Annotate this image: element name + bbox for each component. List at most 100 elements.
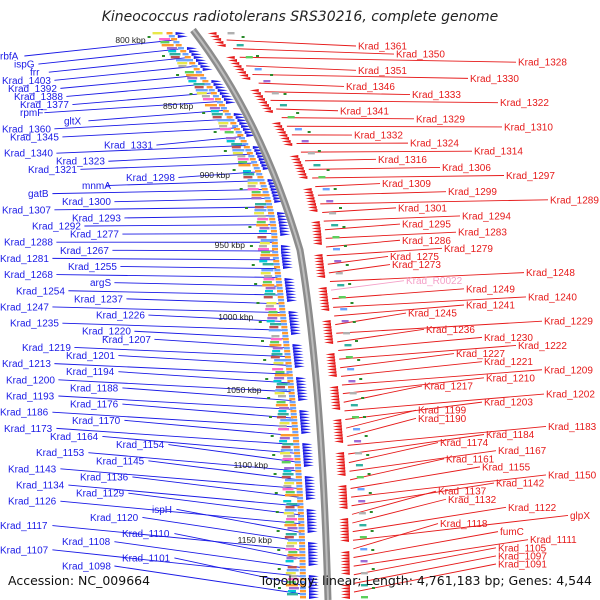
cog-feature — [263, 80, 271, 83]
reverse-gene — [261, 107, 271, 110]
reverse-gene — [325, 353, 335, 356]
cog-feature — [245, 149, 252, 152]
cog-feature — [284, 524, 297, 527]
cog-feature — [254, 212, 265, 215]
cog-feature — [279, 311, 286, 314]
left-connector — [52, 411, 294, 428]
forward-gene — [191, 53, 202, 56]
cog-feature — [274, 359, 287, 362]
left-connector — [54, 206, 270, 211]
reverse-gene — [313, 254, 323, 257]
cog-feature — [255, 170, 262, 173]
reverse-gene — [297, 173, 307, 176]
scale-tick — [254, 283, 258, 285]
cog-feature — [219, 128, 231, 131]
right-connector — [317, 191, 447, 196]
cog-feature — [282, 332, 289, 335]
forward-gene — [177, 35, 188, 38]
cog-feature — [257, 236, 267, 239]
forward-gene — [305, 482, 316, 485]
right-label-connectors — [226, 39, 569, 593]
right-gene-label: Krad_1132 — [448, 495, 497, 506]
cog-feature — [166, 32, 173, 35]
cog-feature — [287, 527, 298, 530]
right-connector — [336, 320, 543, 334]
cog-feature — [297, 497, 304, 500]
cog-feature — [258, 245, 267, 248]
reverse-gene — [332, 425, 342, 428]
left-gene-label: Krad_1176 — [70, 400, 119, 411]
cog-feature — [184, 71, 194, 74]
left-connector — [58, 379, 291, 393]
reverse-gene — [320, 308, 330, 311]
cog-feature — [232, 149, 245, 152]
scale-tick — [213, 131, 217, 133]
reverse-gene — [327, 371, 337, 374]
cog-feature — [292, 431, 299, 434]
left-connector — [134, 330, 285, 340]
cog-feature — [168, 50, 177, 53]
left-gene-label: Krad_1323 — [56, 157, 105, 168]
right-gene-label: Krad_1122 — [508, 503, 557, 514]
cog-feature — [242, 143, 249, 146]
cog-feature — [283, 500, 292, 503]
right-connector — [339, 345, 517, 360]
reverse-gene — [332, 422, 342, 425]
scale-label: 1050 kbp — [226, 385, 261, 395]
forward-gene — [280, 245, 291, 248]
forward-gene — [211, 80, 222, 83]
left-gene-label: Krad_1403 — [2, 76, 51, 87]
cog-feature — [353, 428, 361, 431]
right-connector — [353, 563, 497, 593]
cog-feature — [258, 179, 265, 182]
scale-tick — [239, 188, 243, 190]
cog-feature — [280, 419, 293, 422]
cog-feature — [260, 185, 267, 188]
scale-tick — [263, 359, 267, 361]
cog-feature — [292, 437, 299, 440]
cog-feature — [283, 347, 290, 350]
cog-feature — [299, 563, 306, 566]
reverse-gene — [311, 224, 321, 227]
cog-feature — [219, 125, 228, 128]
cog-feature — [285, 491, 295, 494]
cog-feature — [264, 293, 276, 296]
forward-gene — [301, 428, 312, 431]
forward-gene — [306, 497, 317, 500]
forward-gene — [302, 446, 313, 449]
left-gene-label: Krad_1145 — [96, 456, 145, 467]
right-gene-label: Krad_1314 — [474, 147, 523, 158]
cog-feature — [256, 173, 263, 176]
reverse-gene — [338, 497, 348, 500]
left-gene-label: Krad_1108 — [62, 537, 111, 548]
left-connector — [52, 306, 282, 314]
left-gene-label: Krad_1247 — [0, 302, 49, 313]
left-gene-label: frr — [30, 68, 40, 79]
forward-gene — [225, 101, 236, 104]
reverse-gene — [290, 158, 300, 161]
right-connector — [332, 288, 465, 300]
cog-feature — [204, 83, 211, 86]
cog-feature — [263, 278, 275, 281]
cog-feature — [188, 80, 197, 83]
right-connector — [258, 82, 345, 87]
left-gene-label: Krad_1207 — [102, 335, 151, 346]
reverse-gene — [281, 140, 291, 143]
right-gene-label: Krad_1183 — [548, 422, 597, 433]
left-connector — [60, 500, 301, 525]
forward-gene — [239, 122, 250, 125]
cog-feature — [318, 176, 326, 179]
cog-feature — [282, 488, 294, 491]
scale-tick — [277, 568, 281, 570]
cog-feature — [191, 65, 198, 68]
reverse-gene — [339, 536, 349, 539]
forward-gene — [308, 551, 319, 554]
reverse-gene — [251, 92, 261, 95]
cog-feature — [275, 275, 282, 278]
cog-feature — [266, 320, 275, 323]
forward-gene — [288, 311, 299, 314]
reverse-gene — [340, 572, 350, 575]
left-gene-label: ispG — [14, 60, 35, 71]
cog-feature — [273, 380, 282, 383]
reverse-gene — [310, 221, 320, 224]
